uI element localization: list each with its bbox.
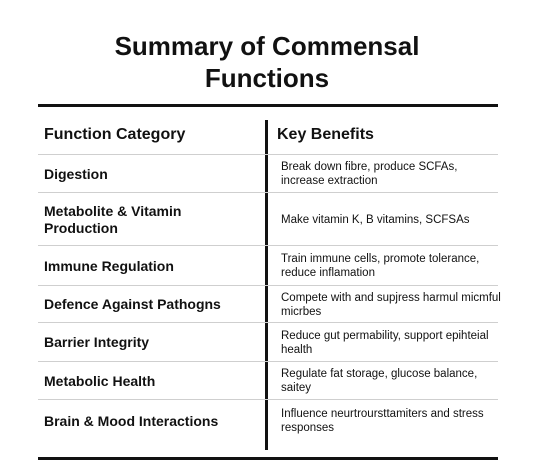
row-category: Metabolite & Vitamin Production [44, 202, 182, 236]
row-benefits: Compete with and supjress harmul micmful… [281, 291, 501, 318]
table-header: Function Category Key Benefits [38, 118, 498, 154]
row-benefits: Make vitamin K, B vitamins, SCFSAs [281, 213, 470, 226]
row-category: Metabolic Health [44, 372, 156, 389]
header-function-category: Function Category [44, 126, 186, 143]
header-key-benefits: Key Benefits [277, 126, 374, 143]
top-rule [38, 104, 498, 107]
table-row: Metabolite & Vitamin Production Make vit… [38, 192, 498, 246]
page-title: Summary of Commensal Functions [0, 30, 534, 94]
table-row: Defence Against Pathogns Compete with an… [38, 285, 501, 323]
row-benefits: Influence neurtroursttamiters and stress… [281, 408, 484, 434]
row-category: Digestion [44, 165, 108, 182]
row-category: Immune Regulation [44, 257, 174, 274]
table-row: Brain & Mood Interactions Influence neur… [38, 399, 498, 442]
row-category: Defence Against Pathogns [44, 296, 221, 312]
row-benefits: Train immune cells, promote tolerance, r… [281, 253, 480, 279]
table-row: Metabolic Health Regulate fat storage, g… [38, 361, 498, 400]
row-category: Barrier Integrity [44, 334, 150, 350]
title-line-2: Functions [204, 63, 330, 93]
row-benefits: Break down fibre, produce SCFAs, increas… [281, 161, 458, 187]
row-benefits: Reduce gut permability, support epihteia… [281, 329, 489, 356]
title-line-1: Summary of Commensal [114, 31, 420, 61]
bottom-rule [38, 457, 498, 460]
table-row: Immune Regulation Train immune cells, pr… [38, 245, 498, 286]
row-benefits: Regulate fat storage, glucose balance, s… [281, 368, 478, 394]
table-row: Barrier Integrity Reduce gut permability… [38, 322, 498, 362]
row-category: Brain & Mood Interactions [44, 412, 219, 429]
table-row: Digestion Break down fibre, produce SCFA… [38, 154, 498, 193]
